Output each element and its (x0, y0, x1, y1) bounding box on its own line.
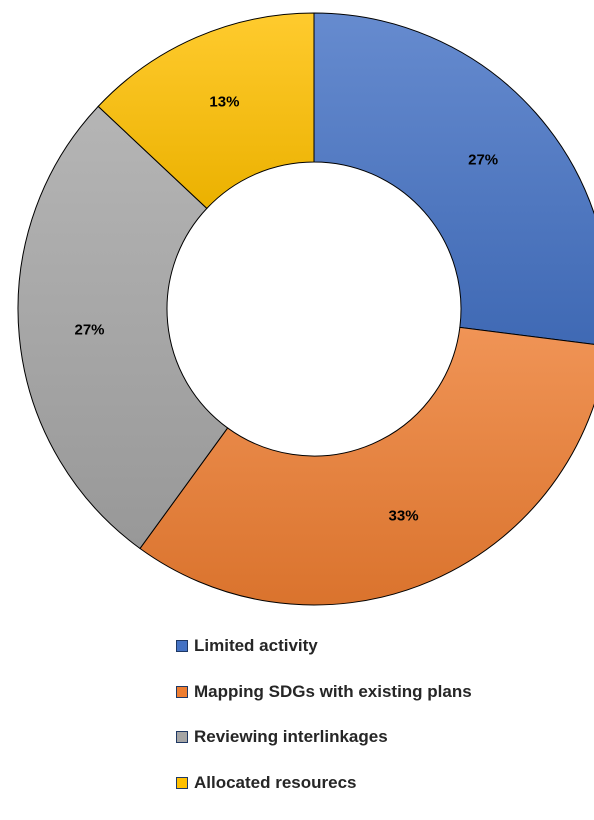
legend-swatch-2 (176, 686, 188, 698)
legend-label-2: Mapping SDGs with existing plans (194, 682, 472, 702)
legend-label-3: Reviewing interlinkages (194, 727, 388, 747)
legend-swatch-4 (176, 777, 188, 789)
legend-label-1: Limited activity (194, 636, 318, 656)
legend-item-2: Mapping SDGs with existing plans (176, 682, 472, 702)
donut-slice-2 (140, 327, 594, 605)
legend-label-4: Allocated resourecs (194, 773, 357, 793)
legend-swatch-3 (176, 731, 188, 743)
slice-data-label-1: 27% (468, 151, 498, 168)
slice-data-label-3: 27% (74, 322, 104, 339)
donut-chart: 27% 33% 27% 13% (0, 0, 594, 610)
slice-data-label-2: 33% (389, 507, 419, 524)
donut-slice-1 (314, 13, 594, 346)
legend-swatch-1 (176, 640, 188, 652)
slice-data-label-4: 13% (209, 94, 239, 111)
legend-item-4: Allocated resourecs (176, 773, 472, 793)
legend-item-3: Reviewing interlinkages (176, 727, 472, 747)
legend-item-1: Limited activity (176, 636, 472, 656)
chart-legend: Limited activity Mapping SDGs with existi… (176, 636, 472, 818)
